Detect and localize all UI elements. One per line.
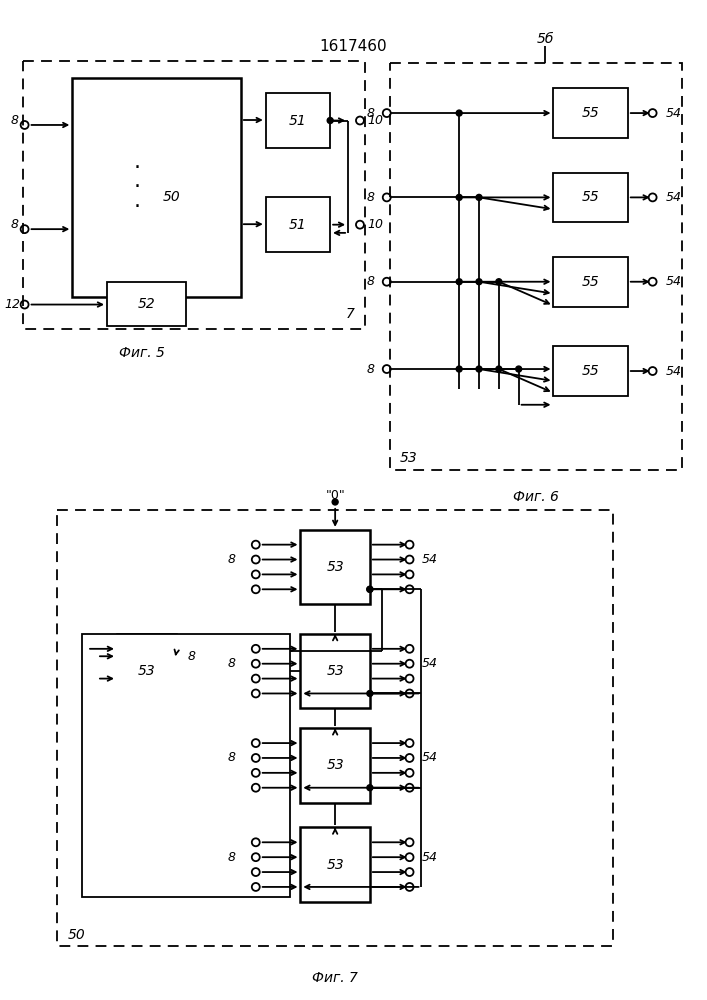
Circle shape [476,366,482,372]
Bar [266,197,330,252]
Circle shape [496,279,502,285]
Bar [390,63,682,470]
Circle shape [367,586,373,592]
Text: 53: 53 [326,758,344,772]
Text: 53: 53 [138,664,156,678]
Text: ·: · [133,158,140,178]
Bar [554,346,628,396]
Circle shape [456,110,462,116]
Text: 8: 8 [228,851,236,864]
Text: 10: 10 [368,114,384,127]
Text: 55: 55 [582,275,600,289]
Circle shape [327,118,333,123]
Text: "0": "0" [325,489,345,502]
Bar [117,634,177,708]
Text: Фиг. 6: Фиг. 6 [513,490,559,504]
Text: 8: 8 [228,751,236,764]
Text: 8: 8 [367,363,375,376]
Text: 55: 55 [582,364,600,378]
Bar [107,282,187,326]
Text: 53: 53 [326,664,344,678]
Bar [23,61,365,329]
Bar [300,530,370,604]
Circle shape [456,366,462,372]
Text: ·: · [133,197,140,217]
Text: ·: · [133,177,140,197]
Bar [57,510,613,946]
Text: 8: 8 [228,553,236,566]
Text: 1617460: 1617460 [319,39,387,54]
Circle shape [456,194,462,200]
Text: 8: 8 [367,107,375,120]
Circle shape [476,279,482,285]
Text: 53: 53 [399,451,417,465]
Bar [554,173,628,222]
Circle shape [367,785,373,791]
Bar [554,257,628,307]
Bar [300,827,370,902]
Text: Фиг. 5: Фиг. 5 [119,346,165,360]
Text: 54: 54 [421,553,438,566]
Text: 8: 8 [11,114,18,127]
Bar [72,78,241,297]
Text: 7: 7 [346,307,355,321]
Circle shape [332,499,338,505]
Text: 54: 54 [665,107,682,120]
Text: 8: 8 [367,275,375,288]
Text: 54: 54 [421,851,438,864]
Text: 50: 50 [163,190,180,204]
Text: 53: 53 [326,858,344,872]
Text: 54: 54 [665,275,682,288]
Text: 54: 54 [421,751,438,764]
Bar [266,93,330,148]
Circle shape [367,690,373,696]
Text: 50: 50 [67,928,85,942]
Circle shape [367,586,373,592]
Text: 8: 8 [367,191,375,204]
Text: 51: 51 [289,114,307,128]
Circle shape [476,194,482,200]
Text: 53: 53 [326,560,344,574]
Bar [300,634,370,708]
Text: 5б: 5б [537,32,554,46]
Text: 55: 55 [582,106,600,120]
Text: 10: 10 [368,218,384,231]
Text: Фиг. 7: Фиг. 7 [312,971,358,985]
Text: 54: 54 [665,365,682,378]
Circle shape [515,366,522,372]
Text: 52: 52 [138,297,156,311]
Circle shape [456,279,462,285]
Text: 8: 8 [187,650,195,663]
Text: 8: 8 [228,657,236,670]
Circle shape [496,366,502,372]
Bar [554,88,628,138]
Bar [82,634,291,897]
Text: 55: 55 [582,190,600,204]
Bar [300,728,370,803]
Text: 54: 54 [421,657,438,670]
Text: 51: 51 [289,218,307,232]
Text: 12: 12 [5,298,21,311]
Text: 8: 8 [11,218,18,231]
Text: 54: 54 [665,191,682,204]
